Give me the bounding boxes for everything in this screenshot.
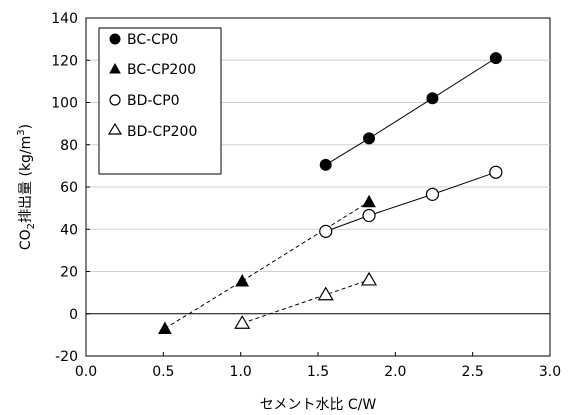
y-tick-label-3: 40 xyxy=(60,222,78,238)
x-tick-label-3: 1.5 xyxy=(307,364,329,380)
data-point-s3-0 xyxy=(234,315,251,329)
data-point-s2-3 xyxy=(489,165,503,179)
legend-label-bc-cp0: BC-CP0 xyxy=(127,32,178,48)
series-line-2 xyxy=(325,171,497,232)
y-tick-label-6: 100 xyxy=(51,96,78,112)
y-axis-title-end: ) xyxy=(18,124,34,129)
x-tick-label-1: 0.5 xyxy=(152,364,174,380)
data-point-s0-1 xyxy=(363,132,376,145)
legend-marker-bd-cp200 xyxy=(107,122,123,135)
data-point-s3-2 xyxy=(360,271,378,286)
legend-label-bd-cp0: BD-CP0 xyxy=(127,93,180,109)
x-axis-ticks: 0.0 0.5 1.0 1.5 2.0 2.5 3.0 xyxy=(75,352,561,380)
legend-marker-bd-cp0 xyxy=(109,94,121,106)
y-tick-label-5: 80 xyxy=(60,138,78,154)
y-tick-label-4: 60 xyxy=(60,180,78,196)
data-point-s1-2 xyxy=(362,194,376,208)
data-point-s2-1 xyxy=(362,208,376,223)
data-point-s0-0 xyxy=(319,158,332,171)
data-point-s1-1 xyxy=(235,273,250,287)
y-axis-title: CO2排出量 (kg/m3) xyxy=(16,124,37,250)
data-point-s1-0 xyxy=(158,321,172,335)
data-point-s2-2 xyxy=(425,187,440,201)
series-line-3 xyxy=(242,279,370,324)
legend-entry-bc-cp0: BC-CP0 xyxy=(109,32,178,48)
y-tick-label-8: 140 xyxy=(51,11,78,27)
y-tick-label-7: 120 xyxy=(51,53,78,69)
legend-marker-bc-cp200 xyxy=(109,62,121,74)
y-axis-ticks: -20 0 20 40 60 80 100 120 140 xyxy=(51,11,90,365)
x-axis-title: セメント水比 C/W xyxy=(260,397,377,413)
legend-entry-bc-cp200: BC-CP200 xyxy=(109,62,196,78)
y-axis-title-sup: 3 xyxy=(16,129,27,135)
legend-entry-bd-cp200: BD-CP200 xyxy=(107,122,197,140)
x-tick-label-0: 0.0 xyxy=(75,364,97,380)
y-axis-title-sub: 2 xyxy=(26,223,37,229)
x-tick-label-4: 2.0 xyxy=(384,364,406,380)
x-tick-label-2: 1.0 xyxy=(230,364,252,380)
data-point-s3-1 xyxy=(317,286,334,301)
series-line-0 xyxy=(325,57,497,166)
legend-entry-bd-cp0: BD-CP0 xyxy=(109,93,180,109)
y-tick-label-1: 0 xyxy=(69,307,78,323)
legend-label-bd-cp200: BD-CP200 xyxy=(127,124,197,140)
legend: BC-CP0 BC-CP200 BD-CP0 BD-CP200 xyxy=(98,27,222,175)
data-point-s0-3 xyxy=(489,52,502,65)
y-axis-title-main: CO xyxy=(18,229,34,250)
legend-marker-bc-cp0 xyxy=(109,33,121,45)
data-point-s2-0 xyxy=(319,224,333,238)
x-tick-label-5: 2.5 xyxy=(462,364,484,380)
y-tick-label-2: 20 xyxy=(60,265,78,281)
y-tick-label-0: -20 xyxy=(55,349,78,365)
legend-label-bc-cp200: BC-CP200 xyxy=(127,62,196,78)
y-axis-title-rest: 排出量 (kg/m xyxy=(18,136,34,223)
series-markers xyxy=(158,52,503,335)
x-tick-label-6: 3.0 xyxy=(539,364,561,380)
data-point-s0-2 xyxy=(426,92,439,105)
